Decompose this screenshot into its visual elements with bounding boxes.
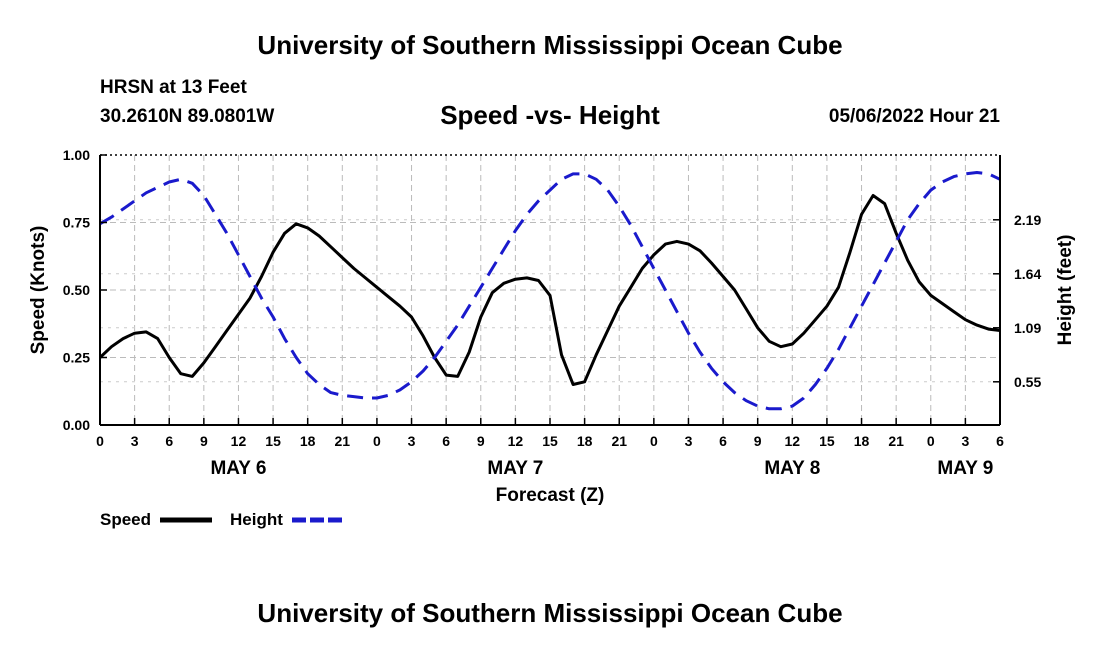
x-tick-label: 6 <box>165 433 173 449</box>
x-tick-label: 9 <box>200 433 208 449</box>
day-label: MAY 6 <box>210 458 266 479</box>
x-tick-label: 0 <box>927 433 935 449</box>
footer-title: University of Southern Mississippi Ocean… <box>257 598 843 628</box>
x-tick-label: 9 <box>477 433 485 449</box>
x-tick-label: 18 <box>577 433 593 449</box>
series-line-speed <box>98 194 1001 386</box>
legend-label-height: Height <box>230 510 283 529</box>
chart-header-title: University of Southern Mississippi Ocean… <box>257 30 843 60</box>
x-tick-label: 0 <box>96 433 104 449</box>
x-tick-label: 18 <box>300 433 316 449</box>
y-tick-label: 0.75 <box>63 215 90 231</box>
y2-tick-label: 0.55 <box>1014 374 1041 390</box>
day-label: MAY 8 <box>764 458 820 479</box>
y-tick-label: 0.50 <box>63 282 90 298</box>
x-tick-label: 21 <box>611 433 627 449</box>
x-tick-label: 3 <box>408 433 416 449</box>
x-tick-label: 3 <box>961 433 969 449</box>
y-axis-title: Speed (Knots) <box>28 226 49 355</box>
issued-datetime: 05/06/2022 Hour 21 <box>828 106 1000 127</box>
x-tick-label: 15 <box>542 433 558 449</box>
x-tick-label: 6 <box>996 433 1004 449</box>
labels-layer: 0 3 6 9 12 15 18 21 0 3 6 9 12 15 18 21 0 3 6 9 12 15 18 21 0 3 6 0… <box>28 147 1076 506</box>
y-tick-label: 0.00 <box>63 417 90 433</box>
y-tick-label: 1.00 <box>63 147 90 163</box>
y2-tick-label: 2.19 <box>1014 212 1041 228</box>
station-label: HRSN at 13 Feet <box>100 77 247 98</box>
x-axis-title: Forecast (Z) <box>496 485 605 506</box>
y-tick-label: 0.25 <box>63 350 90 366</box>
y2-tick-label: 1.09 <box>1014 320 1041 336</box>
chart-title: Speed -vs- Height <box>440 100 660 130</box>
x-tick-label: 3 <box>131 433 139 449</box>
legend-label-speed: Speed <box>100 510 151 529</box>
x-tick-label: 3 <box>685 433 693 449</box>
series-layer <box>98 171 1001 411</box>
x-tick-label: 6 <box>719 433 727 449</box>
y2-tick-label: 1.64 <box>1014 266 1041 282</box>
x-tick-label: 21 <box>335 433 351 449</box>
x-tick-label: 9 <box>754 433 762 449</box>
x-tick-label: 0 <box>650 433 658 449</box>
x-tick-label: 12 <box>508 433 524 449</box>
x-tick-label: 21 <box>888 433 904 449</box>
day-label: MAY 9 <box>937 458 993 479</box>
y2-axis-title: Height (feet) <box>1055 235 1076 346</box>
series-line-height <box>99 171 1001 411</box>
day-label: MAY 7 <box>487 458 543 479</box>
axes-layer <box>99 154 1001 426</box>
coordinates-label: 30.2610N 89.0801W <box>100 106 275 127</box>
x-tick-label: 15 <box>265 433 281 449</box>
grid-layer <box>100 155 1000 425</box>
x-tick-label: 15 <box>819 433 835 449</box>
x-tick-label: 0 <box>373 433 381 449</box>
x-tick-label: 6 <box>442 433 450 449</box>
x-tick-label: 18 <box>854 433 870 449</box>
x-tick-label: 12 <box>231 433 247 449</box>
x-tick-label: 12 <box>785 433 801 449</box>
legend-layer: Speed Height <box>100 510 344 529</box>
